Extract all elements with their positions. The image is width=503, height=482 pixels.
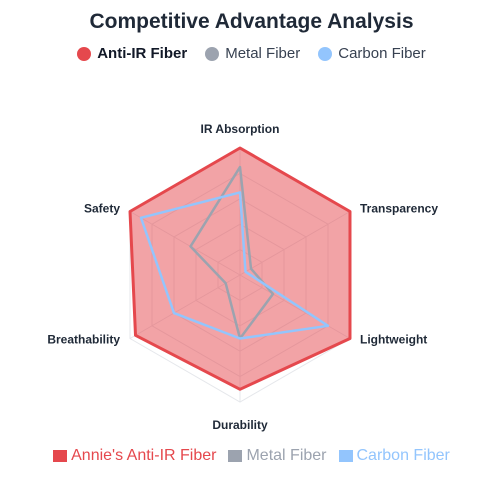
bottom-legend-label-carbon: Carbon Fiber — [356, 447, 450, 464]
series-anti-ir-fiber — [128, 146, 352, 391]
bottom-legend-item-anti-ir[interactable]: Annie's Anti-IR Fiber — [53, 447, 216, 465]
legend-label-anti-ir: Anti-IR Fiber — [97, 45, 188, 62]
top-legend: Anti-IR Fiber Metal Fiber Carbon Fiber — [0, 45, 503, 62]
legend-dot-anti-ir — [77, 46, 92, 61]
legend-item-metal[interactable]: Metal Fiber — [205, 45, 300, 62]
bottom-legend-label-metal: Metal Fiber — [246, 447, 327, 464]
axis-label-ir-absorption: IR Absorption — [201, 122, 280, 136]
bottom-legend-label-anti-ir: Annie's Anti-IR Fiber — [71, 447, 217, 464]
axis-label-safety: Safety — [84, 202, 120, 216]
legend-label-carbon: Carbon Fiber — [338, 45, 426, 62]
bottom-legend-swatch-carbon — [338, 450, 353, 462]
chart-title: Competitive Advantage Analysis — [89, 10, 414, 33]
legend-dot-metal — [205, 46, 220, 61]
bottom-legend-swatch-anti-ir — [53, 450, 68, 462]
axis-label-lightweight: Lightweight — [360, 333, 427, 347]
axis-label-breathability: Breathability — [47, 333, 120, 347]
legend-item-carbon[interactable]: Carbon Fiber — [318, 45, 426, 62]
legend-label-metal: Metal Fiber — [225, 45, 301, 62]
legend-item-anti-ir[interactable]: Anti-IR Fiber — [77, 45, 187, 62]
axis-label-durability: Durability — [212, 418, 268, 432]
series-carbon-fiber — [139, 191, 330, 340]
axis-label-transparency: Transparency — [360, 202, 438, 216]
bottom-legend-item-carbon[interactable]: Carbon Fiber — [338, 447, 450, 465]
legend-dot-carbon — [318, 46, 333, 61]
bottom-legend-swatch-metal — [228, 450, 243, 462]
bottom-legend: Annie's Anti-IR Fiber Metal Fiber Carbon… — [0, 447, 503, 465]
bottom-legend-item-metal[interactable]: Metal Fiber — [228, 447, 327, 465]
